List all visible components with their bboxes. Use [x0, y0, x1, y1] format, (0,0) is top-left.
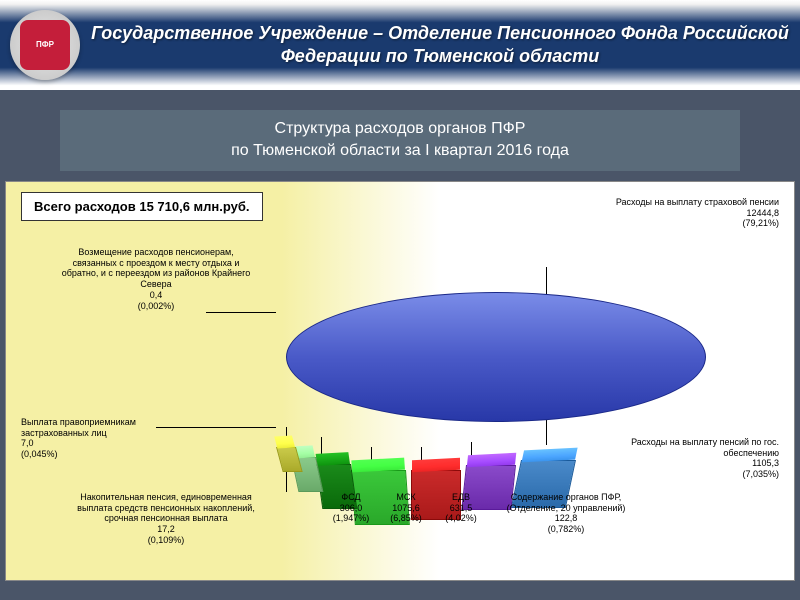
pfr-logo: ПФР [10, 10, 80, 80]
label-fsd: ФСД 306,0 (1,947%) [326, 492, 376, 524]
label-insurance-pension: Расходы на выплату страховой пенсии 1244… [579, 197, 779, 229]
leader-line [206, 312, 276, 313]
total-expenses-box: Всего расходов 15 710,6 млн.руб. [21, 192, 263, 221]
label-msk: МСК 1075,6 (6,85%) [381, 492, 431, 524]
label-accum-pension: Накопительная пенсия, единовременная вып… [76, 492, 256, 546]
label-north: Возмещение расходов пенсионерам, связанн… [56, 247, 256, 312]
pie-main-slice [286, 292, 706, 422]
subtitle-line2: по Тюменской области за I квартал 2016 г… [75, 140, 725, 162]
label-org-maint: Содержание органов ПФР, (Отделение, 20 у… [496, 492, 636, 535]
label-state-pension: Расходы на выплату пенсий по гос. обеспе… [579, 437, 779, 480]
logo-text: ПФР [36, 41, 54, 49]
chart-subtitle: Структура расходов органов ПФР по Тюменс… [60, 110, 740, 171]
label-edv: ЕДВ 631,5 (4,02%) [436, 492, 486, 524]
subtitle-line1: Структура расходов органов ПФР [75, 118, 725, 140]
header-title: Государственное Учреждение – Отделение П… [80, 22, 800, 69]
page-header: ПФР Государственное Учреждение – Отделен… [0, 0, 800, 90]
label-heirs: Выплата правоприемникам застрахованных л… [21, 417, 181, 460]
pie-chart-area: Всего расходов 15 710,6 млн.руб. Расходы… [5, 181, 795, 581]
